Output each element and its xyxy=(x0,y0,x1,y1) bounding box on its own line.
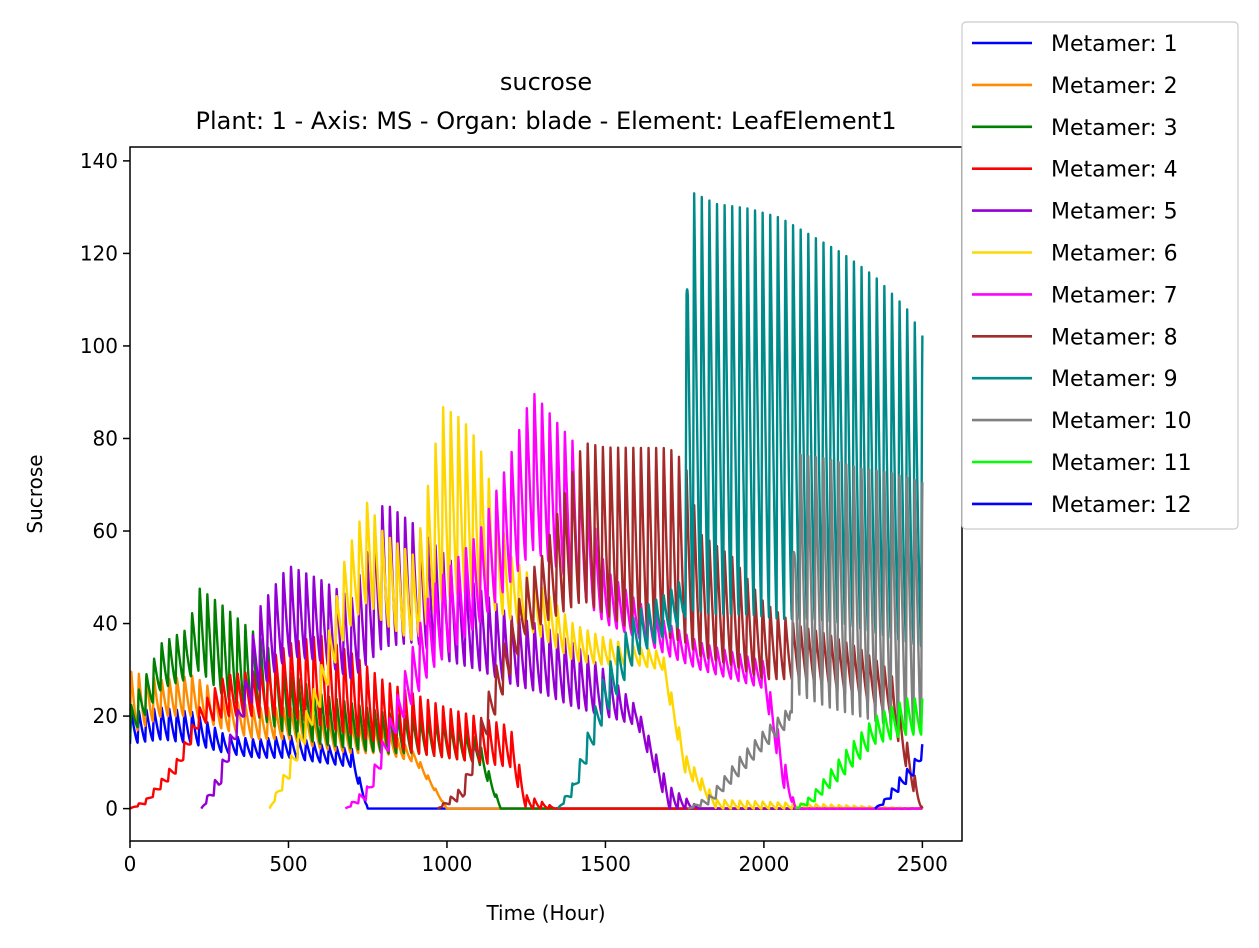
series-line-metamer-10 xyxy=(686,453,924,810)
x-tick-label: 1000 xyxy=(421,852,472,876)
y-tick-label: 80 xyxy=(93,426,118,450)
chart-title: sucrose xyxy=(500,68,592,96)
y-tick-label: 60 xyxy=(93,519,118,543)
y-tick-label: 120 xyxy=(80,241,118,265)
legend-label-metamer-1: Metamer: 1 xyxy=(1051,32,1178,57)
series-line-metamer-12 xyxy=(873,744,924,810)
series-line-metamer-11 xyxy=(794,697,924,810)
legend-label-metamer-9: Metamer: 9 xyxy=(1051,367,1178,392)
x-tick-label: 1500 xyxy=(580,852,631,876)
series-line-metamer-8 xyxy=(436,442,924,810)
x-tick-label: 0 xyxy=(124,852,137,876)
legend-label-metamer-5: Metamer: 5 xyxy=(1051,200,1178,225)
y-axis-label: Sucrose xyxy=(23,454,47,533)
x-axis: 0 500 1000 1500 2000 2500 xyxy=(124,841,948,876)
legend-label-metamer-4: Metamer: 4 xyxy=(1051,158,1178,183)
x-tick-label: 500 xyxy=(269,852,307,876)
y-tick-label: 0 xyxy=(105,797,118,821)
y-tick-label: 100 xyxy=(80,334,118,358)
legend: Metamer: 1 Metamer: 2 Metamer: 3 Metamer: 4… xyxy=(961,21,1239,530)
y-axis: 0 20 40 60 80 100 120 140 xyxy=(80,149,130,821)
legend-label-metamer-10: Metamer: 10 xyxy=(1051,409,1192,434)
x-axis-label: Time (Hour) xyxy=(485,901,605,925)
series-line-metamer-7 xyxy=(344,392,924,810)
series-layer xyxy=(130,192,924,810)
y-tick-label: 140 xyxy=(80,149,118,173)
legend-box xyxy=(961,21,1239,530)
y-tick-label: 40 xyxy=(93,612,118,636)
x-tick-label: 2500 xyxy=(897,852,948,876)
legend-label-metamer-7: Metamer: 7 xyxy=(1051,283,1178,308)
legend-label-metamer-11: Metamer: 11 xyxy=(1051,451,1192,476)
legend-label-metamer-3: Metamer: 3 xyxy=(1051,116,1178,141)
y-tick-label: 20 xyxy=(93,704,118,728)
legend-label-metamer-6: Metamer: 6 xyxy=(1051,242,1178,267)
legend-label-metamer-8: Metamer: 8 xyxy=(1051,325,1178,350)
chart-subtitle: Plant: 1 - Axis: MS - Organ: blade - Ele… xyxy=(195,107,896,135)
series-line-metamer-9 xyxy=(556,192,924,810)
x-tick-label: 2000 xyxy=(738,852,789,876)
legend-label-metamer-2: Metamer: 2 xyxy=(1051,74,1178,99)
legend-label-metamer-12: Metamer: 12 xyxy=(1051,493,1192,518)
